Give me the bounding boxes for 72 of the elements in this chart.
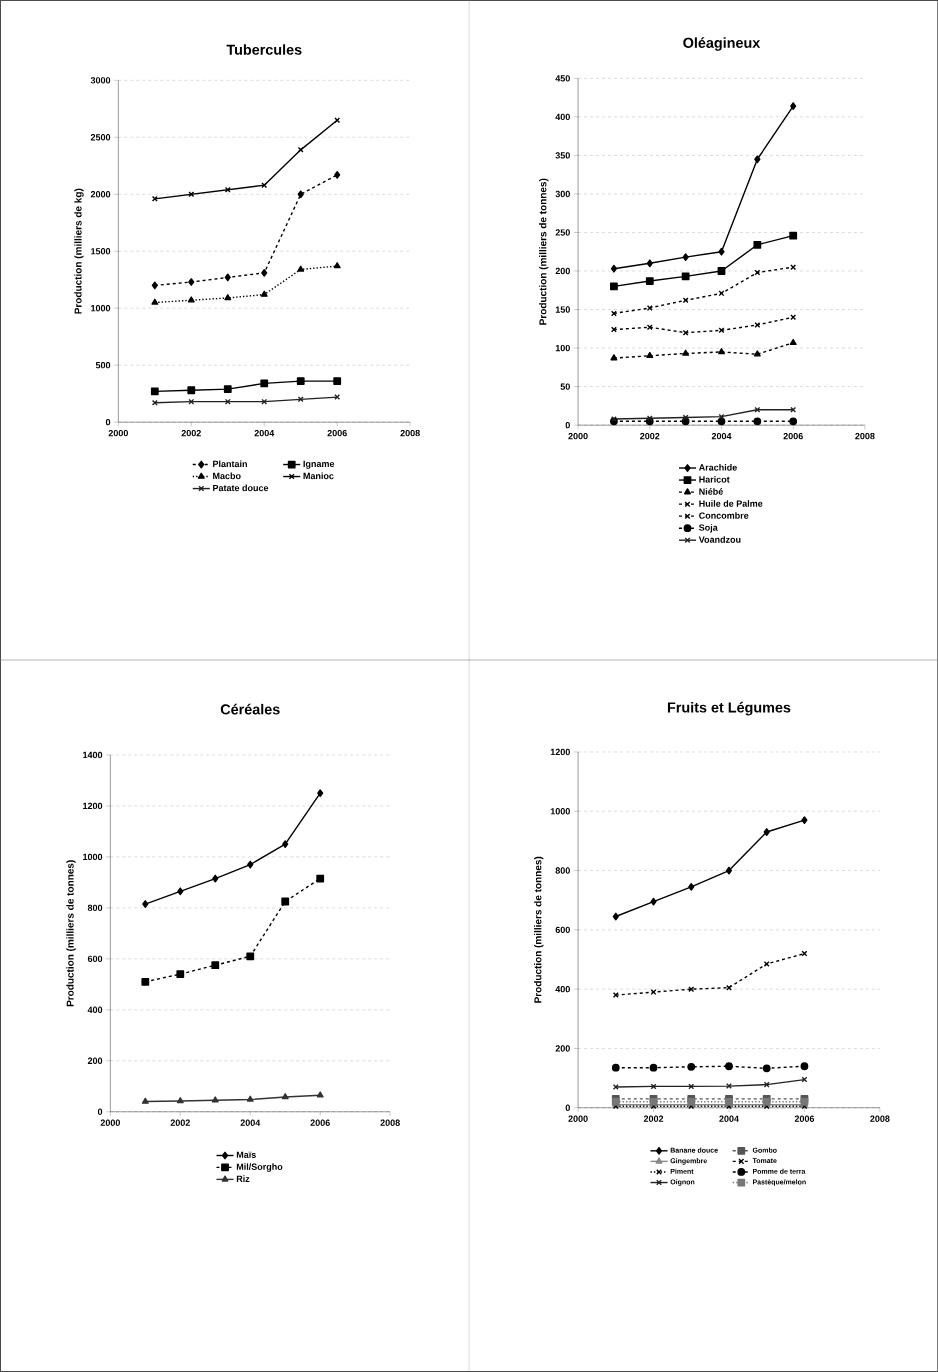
legend-label: Riz (236, 1175, 250, 1182)
x-tick-label: 2002 (639, 432, 660, 440)
y-tick-label: 400 (555, 113, 570, 121)
x-tick-label: 2002 (181, 429, 201, 437)
y-tick-label: 2500 (90, 134, 111, 141)
y-tick-label: 800 (87, 904, 103, 912)
y-tick-label: 1200 (82, 802, 103, 810)
y-tick-label: 400 (555, 985, 570, 993)
y-tick-label: 600 (555, 926, 570, 934)
chart-title: Tubercules (226, 44, 302, 55)
x-tick-label: 2006 (794, 1115, 814, 1122)
legend-label: Haricot (699, 476, 730, 483)
y-tick-label: 2000 (90, 191, 111, 198)
y-tick-label: 0 (565, 1104, 570, 1111)
legend-label: Concombre (698, 512, 749, 519)
legend-label: Huile de Palme (699, 500, 763, 507)
y-tick-label: 150 (555, 306, 570, 313)
legend-label: Voandzou (698, 536, 741, 543)
y-axis-title: Production (milliers de tonnes) (538, 178, 549, 325)
y-tick-label: 300 (555, 190, 570, 198)
x-tick-label: 2008 (380, 1119, 400, 1126)
legend-label: Soja (698, 524, 718, 533)
legend-label: Maïs (236, 1151, 256, 1158)
legend-label: Niébé (699, 488, 723, 495)
y-tick-label: 1500 (90, 248, 111, 255)
y-tick-label: 1200 (550, 748, 570, 756)
legend-label: Mil/Sorgho (236, 1163, 283, 1172)
y-tick-label: 100 (555, 344, 570, 352)
y-tick-label: 800 (555, 867, 570, 874)
legend-label: Igname (303, 460, 335, 469)
y-tick-label: 250 (555, 229, 570, 236)
y-axis-title: Production (milliers de tonnes) (66, 860, 76, 1007)
y-tick-label: 1000 (90, 305, 111, 312)
y-tick-label: 400 (87, 1006, 103, 1013)
chart-title: Céréales (220, 703, 280, 715)
x-tick-label: 2004 (240, 1119, 261, 1126)
x-tick-label: 2000 (108, 429, 128, 437)
chart-title: Oléagineux (683, 37, 761, 51)
y-tick-label: 450 (555, 75, 570, 82)
y-tick-label: 1000 (550, 808, 570, 815)
legend-label: Plantain (212, 460, 247, 468)
y-tick-label: 50 (560, 383, 570, 390)
y-tick-label: 0 (97, 1108, 103, 1115)
x-tick-label: 2006 (327, 429, 347, 437)
x-tick-label: 2006 (783, 432, 803, 440)
chart-title: Fruits et Légumes (667, 701, 791, 716)
legend-label: Manioc (303, 472, 334, 480)
y-tick-label: 200 (87, 1057, 103, 1064)
y-tick-label: 1400 (82, 751, 103, 759)
y-axis-title: Production (milliers de tonnes) (533, 856, 544, 1003)
x-tick-label: 2008 (855, 432, 875, 440)
y-tick-label: 3000 (90, 77, 111, 84)
x-tick-label: 2002 (643, 1115, 664, 1122)
y-tick-label: 600 (87, 955, 103, 963)
x-tick-label: 2004 (719, 1115, 739, 1122)
y-tick-label: 200 (555, 267, 570, 275)
y-axis-title: Production (milliers de kg) (74, 188, 84, 314)
y-tick-label: 0 (565, 421, 570, 429)
legend-label: Patate douce (212, 484, 269, 492)
x-tick-label: 2008 (400, 429, 420, 437)
y-tick-label: 200 (555, 1045, 570, 1052)
x-tick-label: 2002 (170, 1119, 190, 1126)
x-tick-label: 2004 (254, 429, 275, 437)
legend-label: Macbo (212, 472, 241, 480)
y-tick-label: 1000 (82, 853, 103, 861)
legend-label: Arachide (698, 464, 737, 471)
y-tick-label: 0 (105, 418, 111, 426)
x-tick-label: 2008 (870, 1115, 890, 1122)
y-tick-label: 350 (555, 152, 570, 159)
x-tick-label: 2004 (711, 432, 732, 440)
y-tick-label: 500 (95, 361, 111, 369)
x-tick-label: 2006 (310, 1119, 330, 1126)
